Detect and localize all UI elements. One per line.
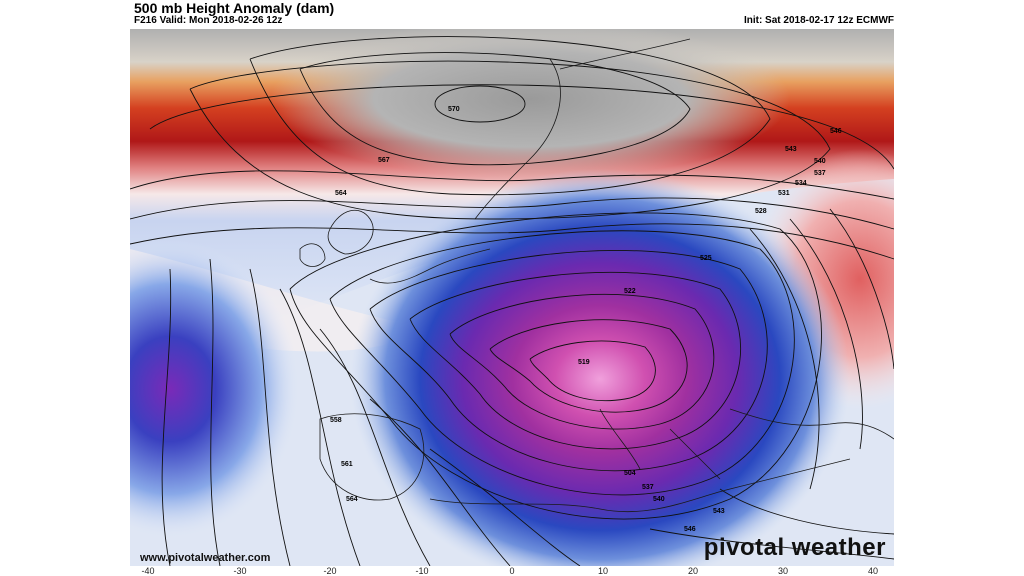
contour-label: 534 <box>795 180 807 187</box>
central-europe-low-anomaly <box>350 169 850 566</box>
contour-label: 567 <box>378 157 390 164</box>
atlantic-low-anomaly <box>130 239 300 539</box>
x-tick-label: 40 <box>867 566 879 576</box>
contour-label: 546 <box>684 526 696 533</box>
coastlines <box>299 38 894 513</box>
contour-label: 540 <box>814 158 826 165</box>
anomaly-map: 570 567 564 546 543 540 537 534 531 528 … <box>130 29 894 566</box>
map-canvas: 570 567 564 546 543 540 537 534 531 528 … <box>130 29 894 566</box>
contour-label: 543 <box>785 146 797 153</box>
contour-label: 546 <box>830 128 842 135</box>
contour-label: 564 <box>346 496 358 503</box>
contour-label: 528 <box>755 208 767 215</box>
longitude-axis: -40 -30 -20 -10 0 10 20 30 40 <box>0 566 1024 576</box>
contour-label: 570 <box>448 106 460 113</box>
x-tick-label: 20 <box>687 566 699 576</box>
contour-label: 543 <box>713 508 725 515</box>
contour-label: 540 <box>653 496 665 503</box>
map-title: 500 mb Height Anomaly (dam) <box>134 0 335 16</box>
init-time-label: Init: Sat 2018-02-17 12z ECMWF <box>743 15 894 26</box>
contour-label: 531 <box>778 190 790 197</box>
contour-label: 525 <box>700 255 712 262</box>
contour-label: 522 <box>624 288 636 295</box>
website-label: www.pivotalweather.com <box>140 552 271 564</box>
brand-logo: pivotal weather <box>703 534 886 561</box>
x-tick-label: -10 <box>415 566 429 576</box>
x-tick-label: 0 <box>509 566 515 576</box>
contour-label: 561 <box>341 461 353 468</box>
valid-time-label: F216 Valid: Mon 2018-02-26 12z <box>134 15 283 26</box>
x-tick-label: 10 <box>597 566 609 576</box>
x-tick-label: -20 <box>323 566 337 576</box>
grey-high-anomaly <box>270 29 790 179</box>
x-tick-label: -30 <box>233 566 247 576</box>
contour-label: 519 <box>578 359 590 366</box>
contour-label: 537 <box>814 170 826 177</box>
contour-label: 504 <box>624 470 636 477</box>
contour-labels: 570 567 564 546 543 540 537 534 531 528 … <box>330 106 842 533</box>
height-contours <box>130 36 894 566</box>
x-tick-label: 30 <box>777 566 789 576</box>
contour-label: 564 <box>335 190 347 197</box>
contour-label: 537 <box>642 484 654 491</box>
x-tick-label: -40 <box>141 566 155 576</box>
contour-label: 558 <box>330 417 342 424</box>
